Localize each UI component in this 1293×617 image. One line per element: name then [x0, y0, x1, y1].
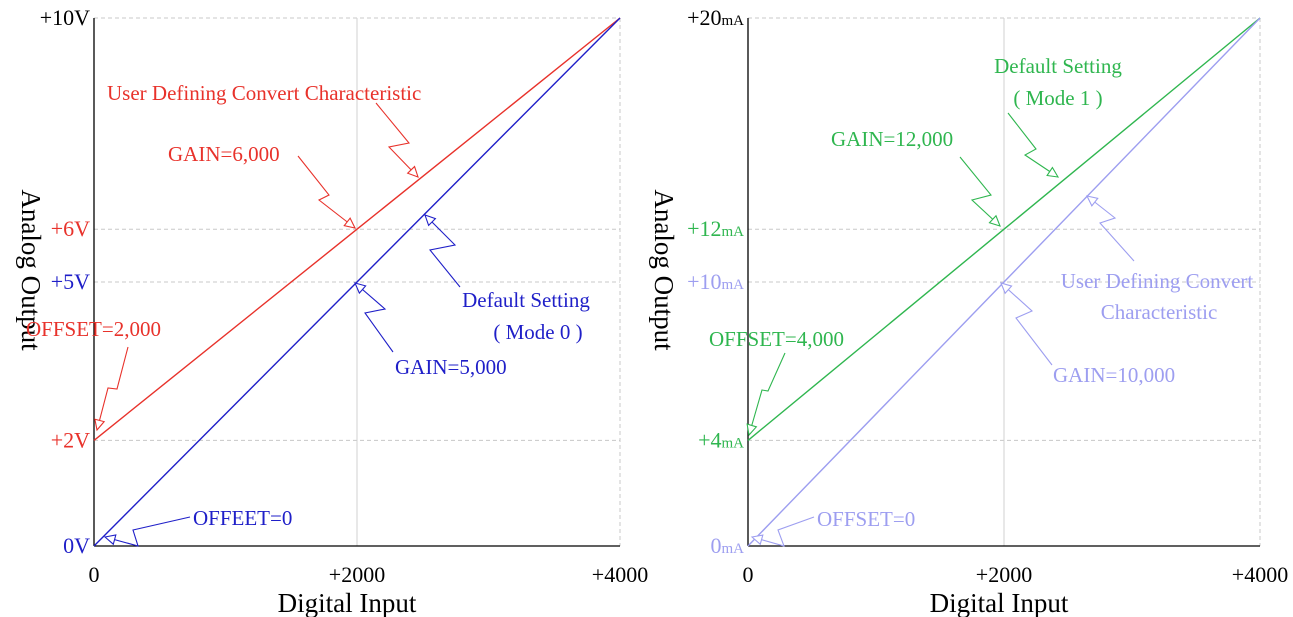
annotation-arrow [748, 352, 786, 436]
y-tick-label: +10V [40, 5, 90, 30]
arrowhead [750, 534, 764, 546]
y-tick-label: +5V [51, 269, 90, 294]
annotation-arrow [1000, 282, 1053, 366]
x-tick-label: 0 [743, 562, 754, 587]
x-axis-title: Digital Input [278, 588, 417, 617]
annotation-label: User Defining Convert Characteristic [107, 81, 421, 105]
arrowhead [103, 534, 117, 546]
annotation-label: ( Mode 1 ) [1013, 86, 1102, 110]
annotation-label: OFFSET=4,000 [709, 327, 844, 351]
y-tick-label: +12mA [687, 216, 744, 241]
series-line-2 [93, 17, 621, 547]
annotation-arrow [959, 156, 1001, 227]
chart-1: 0 +2000 +4000 +10V +6V +5V +2V 0V Digital Input A… [16, 5, 648, 617]
y-tick-label: 0V [63, 533, 90, 558]
arrowhead [1000, 282, 1013, 295]
y-axis-title: Analog Output [16, 189, 46, 351]
arrowhead [343, 217, 356, 229]
y-tick-label: +10mA [687, 269, 744, 294]
series-line-1 [747, 17, 1261, 441]
annotation-label: Characteristic [1101, 300, 1218, 324]
annotation-arrow [375, 102, 419, 178]
annotation-arrow [751, 516, 815, 547]
x-tick-label: +2000 [976, 562, 1032, 587]
annotation-arrow [354, 282, 394, 353]
annotation-arrow [424, 214, 461, 288]
x-tick-label: 0 [89, 562, 100, 587]
y-tick-label: +4mA [698, 427, 744, 452]
x-tick-label: +2000 [329, 562, 385, 587]
x-axis-title: Digital Input [930, 588, 1069, 617]
annotation-label: Default Setting [994, 54, 1122, 78]
series-line-1 [93, 17, 621, 441]
annotation-label: OFFSET=0 [817, 507, 915, 531]
annotation-label: ( Mode 0 ) [493, 320, 582, 344]
chart-2: 0 +2000 +4000 +20mA +12mA +10mA +4mA 0mA Digital… [649, 5, 1288, 617]
x-tick-label: +4000 [1232, 562, 1288, 587]
annotation-label: OFFSET=2,000 [26, 317, 161, 341]
arrowhead [94, 418, 106, 432]
annotation-arrow [96, 346, 129, 431]
x-tick-label: +4000 [592, 562, 648, 587]
y-tick-label: +6V [51, 216, 90, 241]
annotation-label: OFFEET=0 [193, 506, 292, 530]
annotation-arrow [297, 155, 356, 229]
annotation-arrow [1086, 195, 1135, 262]
arrowhead [746, 423, 758, 437]
annotation-label: GAIN=6,000 [168, 142, 280, 166]
annotation-label: GAIN=10,000 [1053, 363, 1175, 387]
y-tick-label: +20mA [687, 5, 744, 30]
annotation-label: User Defining Convert [1061, 269, 1254, 293]
arrowhead [1086, 195, 1099, 207]
arrowhead [354, 282, 367, 295]
arrowhead [406, 165, 419, 178]
y-tick-label: 0mA [711, 533, 745, 558]
annotation-label: GAIN=5,000 [395, 355, 507, 379]
annotation-arrow [1007, 112, 1059, 178]
annotation-label: GAIN=12,000 [831, 127, 953, 151]
series-line-2 [747, 17, 1261, 547]
annotation-arrow [104, 516, 191, 547]
arrowhead [424, 214, 437, 227]
annotation-label: Default Setting [462, 288, 590, 312]
arrowhead [988, 214, 1001, 227]
y-axis-title: Analog Output [649, 189, 679, 351]
y-tick-label: +2V [51, 427, 90, 452]
arrowhead [1046, 166, 1060, 178]
